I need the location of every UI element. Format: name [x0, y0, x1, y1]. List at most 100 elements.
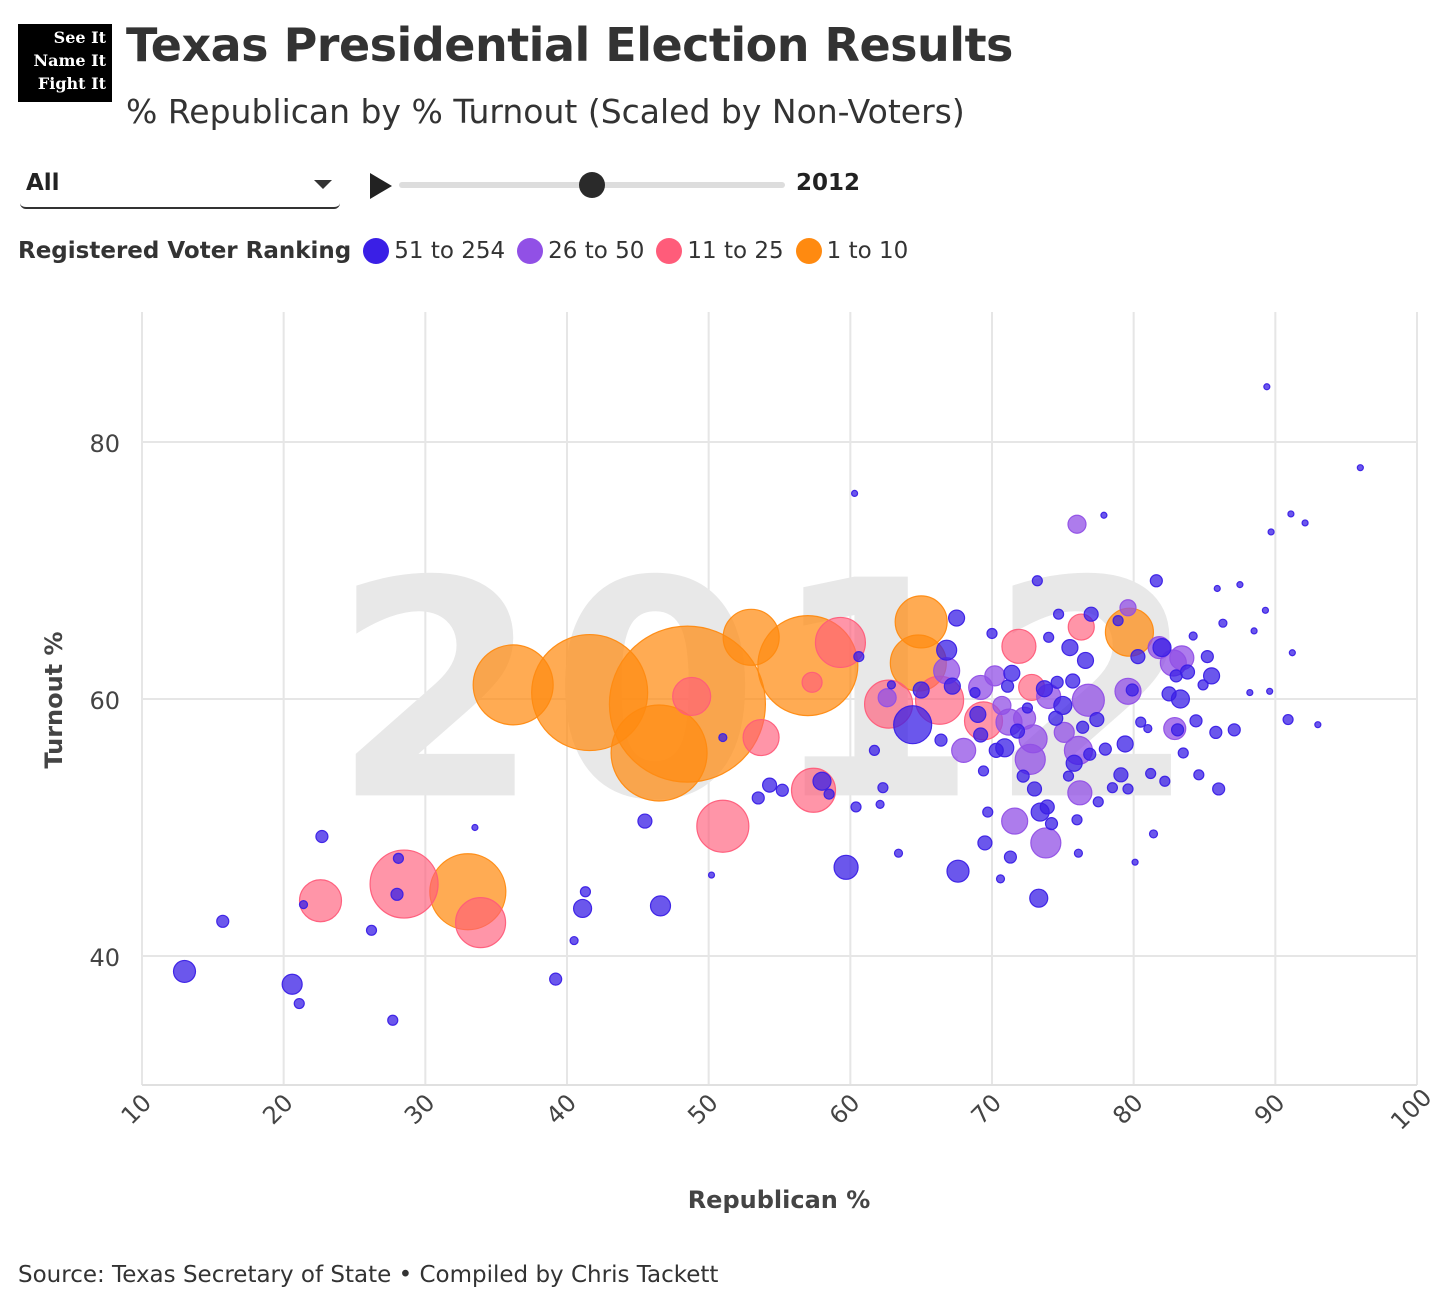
data-point — [1076, 651, 1095, 670]
legend-item-51-254[interactable]: 51 to 254 — [363, 238, 505, 264]
data-point — [977, 835, 993, 851]
data-point — [853, 650, 865, 663]
data-point — [1122, 783, 1134, 795]
data-point — [718, 732, 728, 743]
y-tick-label: 40 — [89, 944, 120, 972]
data-point — [1236, 581, 1244, 589]
data-point — [1039, 799, 1055, 815]
legend-item-1-10[interactable]: 1 to 10 — [795, 238, 909, 264]
legend-label: 1 to 10 — [826, 238, 909, 264]
data-point — [392, 852, 405, 864]
y-tick-label: 80 — [89, 430, 120, 458]
legend-title: Registered Voter Ranking — [18, 238, 352, 264]
data-point — [369, 849, 439, 919]
data-point — [1044, 817, 1059, 831]
data-point — [1089, 711, 1105, 728]
x-tick-label: 50 — [682, 1089, 723, 1130]
data-point — [387, 1014, 399, 1026]
data-point — [1288, 649, 1296, 657]
data-point — [672, 676, 712, 717]
data-point — [1261, 606, 1270, 614]
data-point — [973, 727, 989, 743]
data-point — [812, 771, 832, 791]
logo-line-3: Fight It — [37, 74, 106, 93]
year-label: 2012 — [796, 170, 861, 196]
data-point — [1188, 631, 1198, 641]
data-point — [1161, 686, 1177, 702]
data-point — [947, 609, 966, 627]
data-point — [1112, 615, 1124, 627]
data-point — [1113, 767, 1129, 783]
data-point — [1287, 510, 1295, 518]
data-point — [1143, 723, 1153, 734]
data-point — [216, 914, 230, 928]
data-point — [1083, 606, 1099, 622]
data-point — [877, 688, 897, 708]
x-tick-label: 20 — [257, 1089, 298, 1130]
data-point — [390, 887, 404, 901]
data-point — [454, 896, 507, 949]
data-point — [649, 895, 672, 917]
legend-item-11-25[interactable]: 11 to 25 — [656, 238, 784, 264]
data-point — [1065, 754, 1083, 772]
data-point — [943, 677, 961, 695]
data-point — [936, 639, 958, 661]
chevron-down-icon — [314, 180, 332, 189]
data-point — [1135, 716, 1147, 728]
data-point — [775, 783, 789, 797]
data-point — [1170, 723, 1185, 737]
data-point — [1098, 742, 1112, 756]
data-point — [281, 973, 303, 995]
data-point — [1263, 383, 1271, 391]
data-point — [549, 972, 563, 986]
legend-item-26-50[interactable]: 26 to 50 — [517, 238, 644, 264]
x-tick-label: 100 — [1385, 1083, 1437, 1135]
data-point — [833, 854, 859, 880]
data-point — [637, 813, 653, 829]
data-point — [992, 695, 1012, 716]
play-button[interactable] — [370, 173, 392, 199]
data-point — [572, 898, 593, 919]
data-point — [886, 680, 897, 690]
data-point — [1035, 680, 1054, 698]
data-point — [1193, 769, 1205, 781]
year-slider[interactable] — [399, 172, 785, 198]
data-point — [579, 886, 592, 898]
data-point — [298, 899, 309, 910]
legend-swatch — [363, 238, 390, 264]
county-filter-dropdown[interactable]: All — [20, 164, 340, 209]
data-point — [912, 681, 930, 699]
x-tick-label: 30 — [399, 1089, 440, 1130]
data-point — [850, 801, 862, 813]
data-point — [969, 705, 987, 724]
data-point — [1050, 675, 1064, 689]
scatter-chart: 2012406080102030405060708090100Republica… — [40, 312, 1437, 1214]
data-point — [1021, 702, 1034, 714]
source-note: Source: Texas Secretary of State • Compi… — [18, 1262, 719, 1288]
legend-label: 11 to 25 — [687, 238, 784, 264]
data-point — [1030, 827, 1062, 859]
legend-label: 26 to 50 — [548, 238, 645, 264]
data-point — [1073, 848, 1084, 858]
data-point — [1053, 721, 1075, 744]
data-point — [696, 799, 750, 853]
data-point — [875, 799, 885, 809]
data-point — [946, 859, 970, 883]
data-point — [801, 671, 823, 693]
data-point — [1106, 782, 1119, 794]
year-slider-thumb[interactable] — [579, 172, 605, 198]
data-point — [1212, 782, 1226, 796]
data-point — [1189, 714, 1203, 728]
x-tick-label: 60 — [824, 1089, 865, 1130]
data-point — [1016, 769, 1030, 783]
data-point — [969, 686, 981, 699]
data-point — [1071, 683, 1105, 717]
data-point — [1001, 807, 1029, 835]
data-point — [1131, 858, 1139, 866]
data-point — [977, 765, 990, 777]
data-point — [1003, 664, 1021, 682]
data-point — [751, 791, 765, 805]
data-point — [1148, 829, 1159, 839]
x-axis-title: Republican % — [688, 1186, 871, 1214]
data-point — [894, 595, 948, 649]
